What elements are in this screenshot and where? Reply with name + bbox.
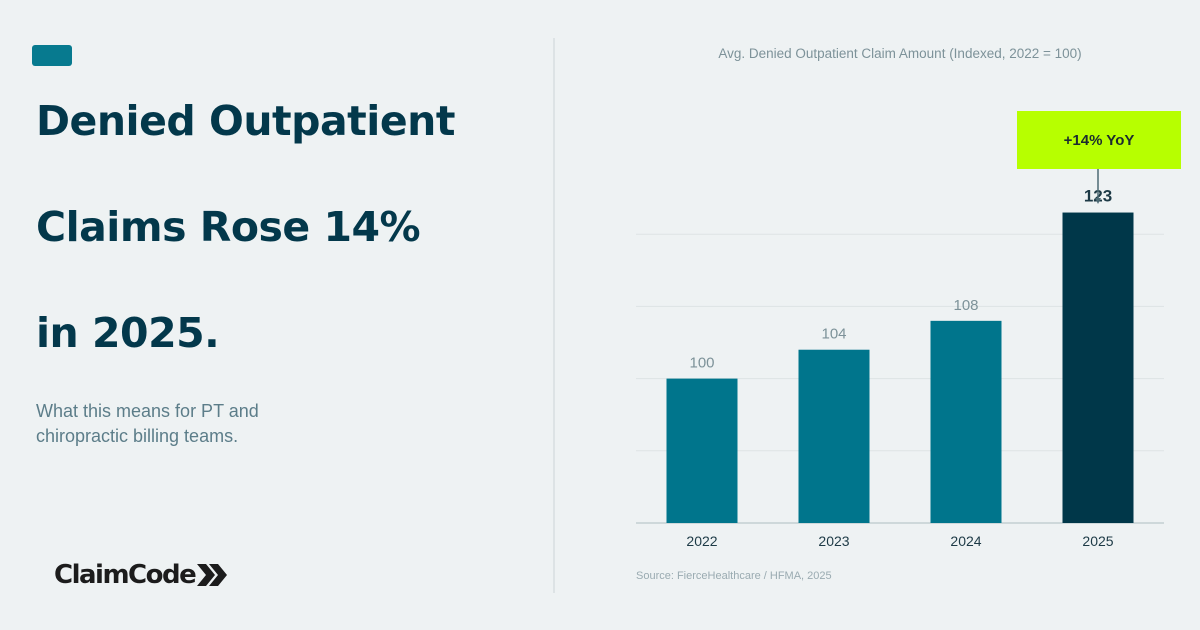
headline: Denied Outpatient Claims Rose 14% in 202… xyxy=(36,68,516,386)
headline-line-1: Denied Outpatient xyxy=(36,97,455,145)
data-label-2023: 104 xyxy=(821,326,846,343)
bar-2025 xyxy=(1062,212,1134,524)
double-chevron-icon xyxy=(197,564,228,586)
x-tick-label-2025: 2025 xyxy=(1082,533,1113,549)
data-label-2024: 108 xyxy=(953,297,978,314)
brand-logo: ClaimCode xyxy=(54,560,230,590)
bar-2024 xyxy=(930,320,1002,523)
bar-2022 xyxy=(666,378,738,523)
divider xyxy=(553,38,555,593)
headline-line-2: Claims Rose 14% xyxy=(36,203,421,251)
headline-line-3: in 2025. xyxy=(36,309,220,357)
x-tick-label-2022: 2022 xyxy=(686,533,717,549)
x-tick-label-2023: 2023 xyxy=(818,533,849,549)
callout-arrow xyxy=(1095,198,1101,204)
brand-badge xyxy=(32,45,72,66)
chart-source: Source: FierceHealthcare / HFMA, 2025 xyxy=(636,570,832,582)
subtitle-line-2: chiropractic billing teams. xyxy=(36,426,239,446)
chart-title: Avg. Denied Outpatient Claim Amount (Ind… xyxy=(718,46,1082,61)
x-tick-label-2024: 2024 xyxy=(950,533,981,549)
brand-name: ClaimCode xyxy=(54,560,197,590)
data-label-2022: 100 xyxy=(689,355,714,372)
callout-text: +14% YoY xyxy=(1064,132,1135,149)
bar-2023 xyxy=(798,349,870,523)
subtitle-line-1: What this means for PT and xyxy=(36,401,259,421)
callout-box xyxy=(1017,111,1181,169)
subtitle: What this means for PT and chiropractic … xyxy=(36,399,336,449)
